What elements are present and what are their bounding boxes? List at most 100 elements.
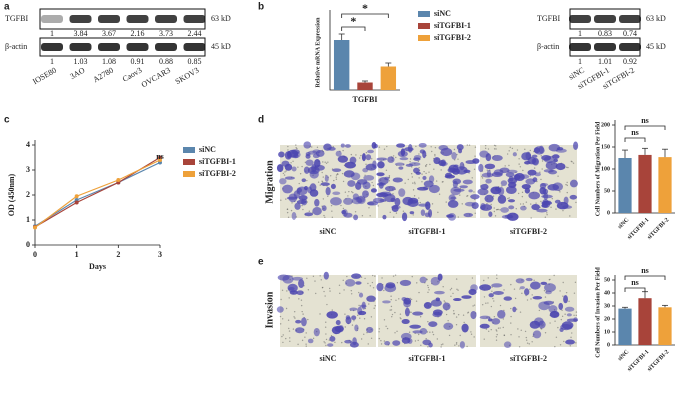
pore xyxy=(392,275,395,277)
ratio: 0.85 xyxy=(188,57,202,66)
pore xyxy=(390,295,392,297)
pore xyxy=(311,146,313,148)
cell xyxy=(324,175,329,182)
pore xyxy=(530,217,532,219)
cell xyxy=(463,169,471,173)
protein-label: TGFBI xyxy=(537,14,560,23)
cell xyxy=(284,176,295,180)
cell xyxy=(344,339,353,344)
cell xyxy=(540,281,548,285)
pore xyxy=(539,171,541,173)
micrograph xyxy=(376,273,478,349)
cell xyxy=(491,318,501,325)
pore xyxy=(385,325,387,328)
pore xyxy=(342,207,345,210)
y-tick-label: 3 xyxy=(26,165,30,174)
pore xyxy=(360,276,363,278)
x-tick-label: siNC xyxy=(617,217,630,230)
cell xyxy=(298,279,305,288)
ratio: 1 xyxy=(50,29,54,38)
cell xyxy=(479,323,490,329)
pore xyxy=(553,274,555,277)
y-tick-label: 1 xyxy=(26,215,30,224)
cell xyxy=(384,341,391,346)
pore xyxy=(363,318,366,320)
pore xyxy=(568,300,570,302)
bar xyxy=(658,157,672,213)
pore xyxy=(473,304,476,306)
pore xyxy=(462,314,465,316)
pore xyxy=(526,342,529,344)
pore xyxy=(510,283,512,286)
cell xyxy=(330,197,342,206)
point xyxy=(33,225,37,230)
pore xyxy=(293,316,295,318)
pore xyxy=(367,282,369,285)
pore xyxy=(280,298,282,301)
cell xyxy=(401,319,410,325)
cell xyxy=(491,155,503,161)
significance: * xyxy=(350,14,356,28)
caption: siNC xyxy=(320,227,337,236)
cell xyxy=(450,186,461,196)
cell xyxy=(419,276,427,284)
pore xyxy=(473,191,475,193)
pore xyxy=(315,292,317,295)
pore xyxy=(573,292,576,294)
cell xyxy=(382,214,387,220)
pore xyxy=(518,158,520,160)
cell xyxy=(519,286,525,290)
pore xyxy=(529,149,531,152)
pore xyxy=(575,311,578,313)
pore xyxy=(341,172,344,175)
caption: siTGFBI-1 xyxy=(409,227,446,236)
cell xyxy=(376,192,389,198)
cell xyxy=(447,200,459,208)
pore xyxy=(554,345,556,348)
pore xyxy=(286,208,289,211)
pore xyxy=(298,182,300,185)
pore xyxy=(301,204,303,207)
cell xyxy=(305,153,311,159)
cell xyxy=(566,313,572,317)
cell xyxy=(505,172,515,178)
cell xyxy=(491,283,503,288)
pore xyxy=(563,340,565,343)
cell xyxy=(282,184,293,194)
pore xyxy=(419,316,422,318)
size-label: 45 kD xyxy=(646,42,666,51)
ratio: 2.44 xyxy=(188,29,202,38)
cell xyxy=(367,149,374,154)
x-tick-label: 2 xyxy=(116,250,120,259)
cell xyxy=(345,278,356,287)
pore xyxy=(540,178,542,181)
y-tick-label: 30 xyxy=(604,303,610,309)
pore xyxy=(427,284,429,287)
pore xyxy=(466,345,468,348)
pore xyxy=(461,203,463,205)
cell xyxy=(503,341,512,348)
pore xyxy=(354,211,357,213)
pore xyxy=(341,341,343,344)
cell xyxy=(531,154,538,158)
pore xyxy=(499,304,502,307)
pore xyxy=(463,321,465,324)
pore xyxy=(509,146,511,149)
micrograph xyxy=(479,274,578,348)
pore xyxy=(507,197,509,200)
cell xyxy=(561,321,574,330)
pore xyxy=(353,320,355,322)
pore xyxy=(442,286,444,288)
pore xyxy=(425,163,428,166)
pore xyxy=(457,158,459,160)
cell xyxy=(344,161,356,169)
pore xyxy=(442,343,444,345)
pore xyxy=(531,341,533,343)
pore xyxy=(292,328,295,330)
pore xyxy=(431,150,433,153)
cell xyxy=(377,161,385,169)
cell xyxy=(532,177,538,183)
pore xyxy=(444,301,446,303)
pore xyxy=(522,203,525,205)
pore xyxy=(456,288,458,291)
